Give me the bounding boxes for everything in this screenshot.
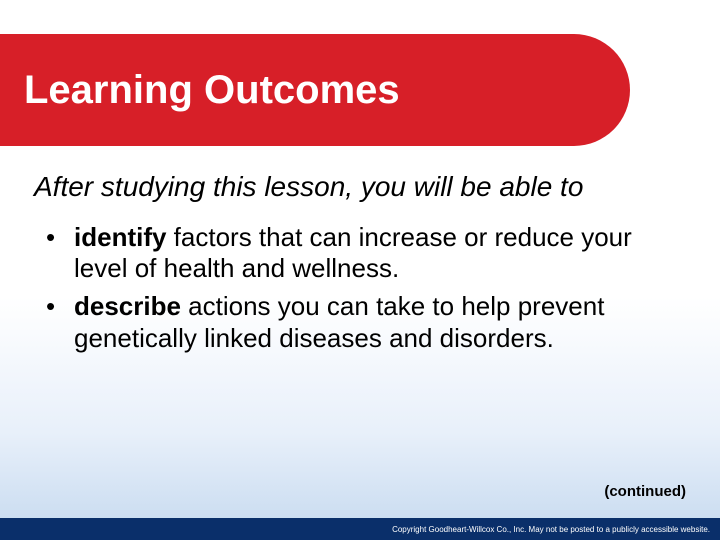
intro-text: After studying this lesson, you will be …	[34, 170, 680, 204]
list-item: describe actions you can take to help pr…	[44, 291, 680, 354]
footer-text: Copyright Goodheart-Willcox Co., Inc. Ma…	[392, 525, 710, 534]
content-area: After studying this lesson, you will be …	[34, 170, 680, 360]
page-title: Learning Outcomes	[24, 68, 400, 113]
bullet-list: identify factors that can increase or re…	[34, 222, 680, 355]
footer-bar: Copyright Goodheart-Willcox Co., Inc. Ma…	[0, 518, 720, 540]
header-band: Learning Outcomes	[0, 34, 630, 146]
bullet-bold: identify	[74, 222, 166, 252]
slide: Learning Outcomes After studying this le…	[0, 0, 720, 540]
bullet-bold: describe	[74, 291, 181, 321]
continued-label: (continued)	[604, 483, 686, 500]
list-item: identify factors that can increase or re…	[44, 222, 680, 285]
